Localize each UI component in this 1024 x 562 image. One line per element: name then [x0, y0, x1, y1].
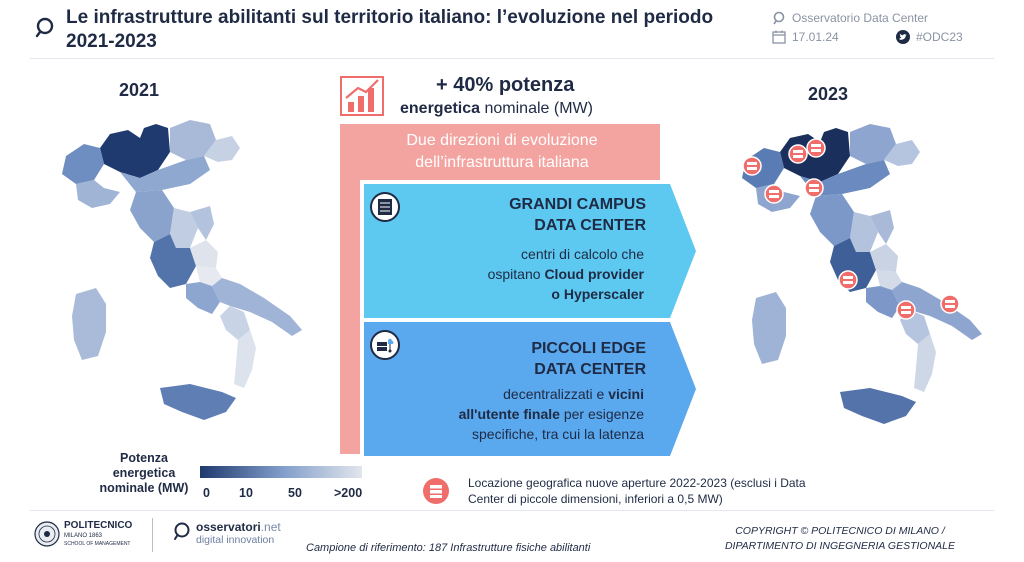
- campus-card-title: GRANDI CAMPUS DATA CENTER: [509, 194, 646, 236]
- osservatori-name-b: .net: [260, 520, 281, 534]
- legend-tick: 10: [239, 486, 253, 500]
- edge-desc-line2a: all'utente finale: [458, 406, 560, 422]
- calendar-icon: [772, 30, 786, 44]
- campus-title-line1: GRANDI CAMPUS: [509, 196, 646, 213]
- map-italy-2023: [742, 124, 982, 424]
- directions-connector: [340, 178, 360, 454]
- new-opening-marker: [896, 300, 916, 320]
- osservatori-logo-icon: [174, 522, 190, 540]
- new-opening-marker: [940, 294, 960, 314]
- power-growth-rest: nominale (MW): [480, 100, 593, 117]
- footer-divider: [30, 510, 994, 511]
- new-opening-marker: [742, 156, 762, 176]
- date-label: 17.01.24: [792, 30, 839, 44]
- campus-desc-line2a: ospitano: [487, 266, 545, 282]
- header-divider: [30, 58, 994, 59]
- campus-desc-line2b: Cloud provider: [544, 266, 644, 282]
- osservatori-subtitle: digital innovation: [196, 534, 275, 546]
- observatory-small-icon: [773, 11, 785, 25]
- politecnico-school: SCHOOL OF MANAGEMENT: [64, 541, 131, 547]
- footer-separator: [152, 518, 153, 552]
- legend-tick: >200: [334, 486, 363, 500]
- copyright-line1: COPYRIGHT © POLITECNICO DI MILANO /: [735, 525, 945, 537]
- new-opening-legend-icon: [423, 478, 449, 504]
- map-italy-2021: [62, 120, 302, 420]
- campus-desc-line1: centri di calcolo che: [521, 246, 644, 262]
- edge-network-icon: [370, 330, 400, 360]
- osservatori-name: osservatori.net: [196, 520, 281, 534]
- sample-note: Campione di riferimento: 187 Infrastrutt…: [306, 542, 591, 554]
- observatory-logo-icon: [35, 17, 54, 38]
- legend-color-scale: [200, 466, 362, 478]
- legend-tick: 50: [288, 486, 302, 500]
- hashtag-label: #ODC23: [916, 30, 963, 44]
- campus-desc-line3: o Hyperscaler: [551, 286, 644, 302]
- power-growth-subtitle: energetica nominale (MW): [400, 100, 593, 118]
- edge-desc-line2b: per esigenze: [559, 406, 644, 422]
- new-opening-marker: [804, 178, 824, 198]
- edge-title-line1: PICCOLI EDGE: [531, 340, 646, 357]
- politecnico-name: POLITECNICO: [64, 520, 133, 531]
- edge-card-title: PICCOLI EDGE DATA CENTER: [531, 338, 646, 380]
- edge-desc-line3: specifiche, tra cui la latenza: [472, 426, 644, 442]
- year-label-2021: 2021: [119, 80, 160, 100]
- new-opening-marker: [806, 138, 826, 158]
- power-growth-bold: energetica: [400, 100, 481, 117]
- year-label-2023: 2023: [808, 84, 849, 104]
- directions-banner-text: Due direzioni di evoluzione dell’infrast…: [406, 132, 598, 171]
- power-growth-value: + 40% potenza: [436, 74, 575, 96]
- edge-card-desc: decentralizzati e vicini all'utente fina…: [459, 384, 644, 444]
- campus-title-line2: DATA CENTER: [534, 217, 646, 234]
- new-opening-marker: [764, 184, 784, 204]
- server-rack-icon: [370, 192, 400, 222]
- edge-card: PICCOLI EDGE DATA CENTER decentralizzati…: [364, 322, 696, 456]
- new-opening-marker: [788, 144, 808, 164]
- page-title: Le infrastrutture abilitanti sul territo…: [66, 7, 714, 52]
- growth-chart-icon: [340, 76, 384, 116]
- osservatori-name-a: osservatori: [196, 520, 261, 534]
- copyright-line2: DIPARTIMENTO DI INGEGNERIA GESTIONALE: [724, 540, 956, 552]
- header-meta: Osservatorio Data Center 17.01.24 #ODC23: [772, 8, 1012, 44]
- twitter-icon: [896, 30, 910, 44]
- edge-desc-line1b: vicini: [608, 386, 644, 402]
- politecnico-seal-icon: [34, 521, 60, 547]
- edge-card-arrow: [364, 322, 696, 456]
- new-opening-marker: [838, 270, 858, 290]
- politecnico-subtitle: MILANO 1863: [64, 533, 103, 539]
- directions-banner: [340, 124, 660, 180]
- header: Le infrastrutture abilitanti sul territo…: [0, 0, 1024, 58]
- legend-tick: 0: [203, 486, 210, 500]
- campus-card-desc: centri di calcolo che ospitano Cloud pro…: [488, 244, 644, 304]
- campus-desc-line2: ospitano Cloud provider: [488, 264, 644, 284]
- source-name: Osservatorio Data Center: [792, 11, 929, 25]
- campus-card-arrow: [364, 184, 696, 318]
- new-opening-legend-text: Locazione geografica nuove aperture 2022…: [468, 476, 806, 506]
- copyright-notice: COPYRIGHT © POLITECNICO DI MILANO / DIPA…: [700, 524, 980, 554]
- legend-title: Potenza energetica nominale (MW): [99, 451, 189, 495]
- edge-title-line2: DATA CENTER: [534, 361, 646, 378]
- edge-desc-line1a: decentralizzati e: [503, 386, 609, 402]
- campus-card: GRANDI CAMPUS DATA CENTER centri di calc…: [364, 184, 696, 318]
